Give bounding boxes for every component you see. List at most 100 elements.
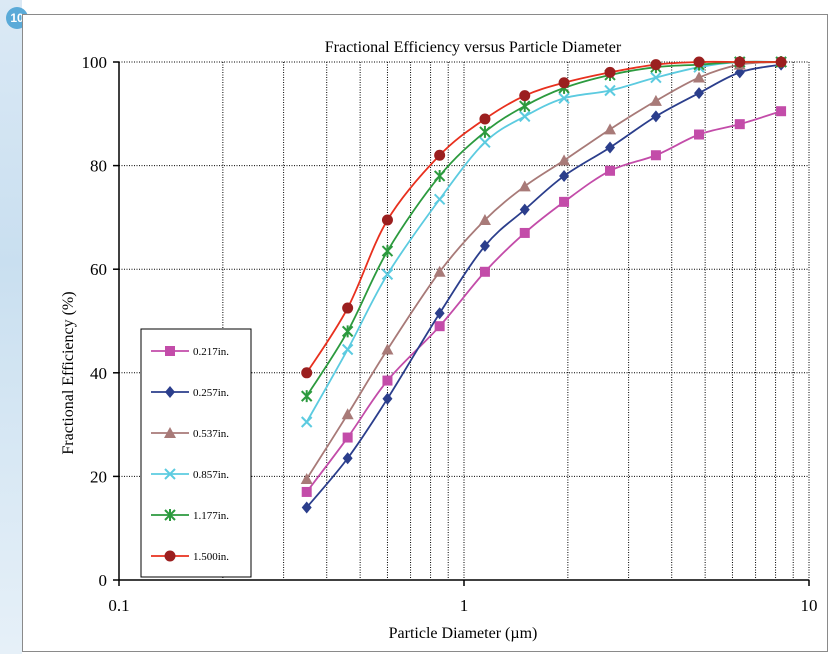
data-series [300,56,788,514]
data-point [650,150,661,161]
legend-label: 1.177in. [193,510,229,522]
data-point [775,56,787,68]
data-point [341,408,354,420]
data-point [734,56,746,68]
data-point [604,66,616,78]
data-point [776,106,787,117]
series-1-177in- [300,56,787,403]
data-point [479,113,491,125]
data-point [693,71,706,83]
data-point [434,307,445,320]
data-point [382,392,393,405]
data-point [381,245,394,258]
data-point [604,84,616,97]
data-point [604,123,617,135]
data-point [341,325,354,338]
data-point [694,129,705,140]
data-point [341,343,354,356]
data-point [650,59,662,71]
legend-entry: 1.177in. [151,509,229,522]
legend-box [140,328,252,578]
data-point [300,390,313,403]
data-point [342,452,353,465]
legend-label: 1.500in. [193,551,229,563]
y-tick-label: 60 [90,260,107,279]
x-tick-label: 0.1 [108,596,129,615]
y-tick-label: 0 [99,571,108,590]
data-point [649,94,662,106]
data-point [518,180,531,192]
data-point [433,193,446,205]
data-point [605,165,616,176]
data-point [434,321,445,332]
data-point [479,266,490,277]
data-point [301,367,313,379]
data-point [479,136,491,148]
data-point [301,501,312,514]
series-0-257in- [301,58,787,514]
data-point [381,214,393,226]
y-tick-label: 40 [90,364,107,383]
data-point [693,56,705,68]
data-point [519,100,531,113]
chart-title: Fractional Efficiency versus Particle Di… [325,39,622,56]
data-point [558,92,570,104]
y-axis-title: Fractional Efficiency (%) [60,291,77,454]
data-point [519,90,531,102]
legend: 0.217in. 0.257in. 0.537in. 0.857in. 1.177in.… [140,328,252,578]
data-point [433,265,446,277]
data-point [382,375,393,386]
data-point [164,550,176,562]
x-tick-label: 1 [460,596,469,615]
data-point [519,203,530,216]
series-1-500in- [301,56,787,379]
chart-frame: 0 20 40 60 80 100 0.1 1 10 Fractional Efficiency… [22,14,828,652]
data-point [300,416,313,428]
data-point [165,346,175,356]
fractional-efficiency-chart: 0 20 40 60 80 100 0.1 1 10 Fractional Efficiency… [60,39,818,642]
x-tick-label: 10 [801,596,818,615]
data-point [559,169,570,182]
data-point [164,468,176,480]
legend-label: 0.257in. [193,387,229,399]
data-point [479,239,490,252]
series-line [305,110,782,493]
legend-label: 0.217in. [193,346,229,358]
data-point [381,268,394,281]
data-point [301,486,312,497]
legend-label: 0.537in. [193,428,229,440]
data-point [519,227,530,238]
data-point [558,77,570,89]
legend-entries: 0.217in. 0.257in. 0.537in. 0.857in. 1.177in.… [151,346,229,563]
data-point [650,71,662,84]
data-point [519,110,531,123]
legend-entry: 1.500in. [151,550,229,563]
data-point [694,87,705,100]
legend-entry: 0.217in. [151,346,229,358]
data-point [342,302,354,314]
data-point [734,119,745,130]
data-point [479,125,491,138]
data-point [558,154,571,166]
legend-entry: 0.537in. [151,427,229,440]
data-point [381,343,394,355]
x-axis-title: Particle Diameter (µm) [389,625,538,642]
y-tick-label: 100 [82,53,108,72]
legend-entry: 0.257in. [151,386,229,399]
data-point [164,509,176,521]
legend-entry: 0.857in. [151,468,229,481]
series-line [305,60,782,423]
data-point [559,196,570,207]
data-point [478,213,491,225]
data-point [605,141,616,154]
y-tick-label: 20 [90,467,107,486]
data-point [650,110,661,123]
data-point [434,149,446,161]
series-0-217in- [301,106,787,497]
data-point [164,427,176,438]
data-point [300,472,313,484]
y-tick-label: 80 [90,157,107,176]
axes [113,61,810,586]
decorative-side-strip [0,0,22,654]
series-line [305,60,782,397]
